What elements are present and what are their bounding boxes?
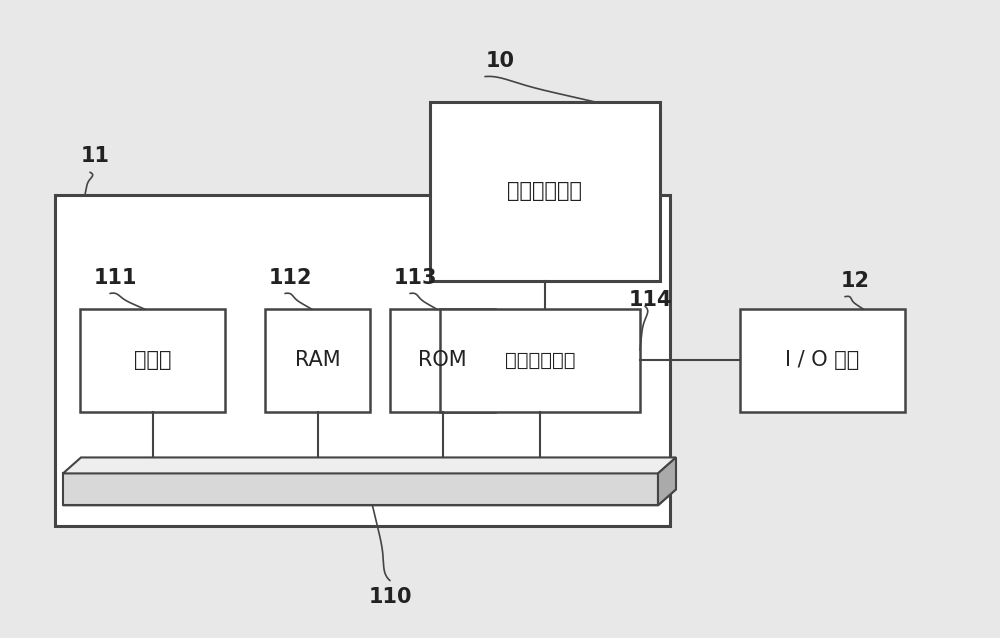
Bar <box>430 102 660 281</box>
Text: 112: 112 <box>268 267 312 288</box>
Bar <box>390 309 495 412</box>
Bar <box>265 309 370 412</box>
Text: I / O 装置: I / O 装置 <box>785 350 860 371</box>
Bar <box>740 309 905 412</box>
Text: 10: 10 <box>486 50 514 71</box>
Polygon shape <box>63 473 658 505</box>
Text: 12: 12 <box>840 271 870 291</box>
Text: 处理器: 处理器 <box>134 350 171 371</box>
Bar <box>440 309 640 412</box>
Text: 11: 11 <box>80 146 110 167</box>
Polygon shape <box>63 489 676 505</box>
Text: RAM: RAM <box>295 350 340 371</box>
Text: 114: 114 <box>628 290 672 310</box>
Polygon shape <box>63 457 676 473</box>
Text: 内存储存装置: 内存储存装置 <box>508 181 582 202</box>
Bar <box>80 309 225 412</box>
Text: 113: 113 <box>393 267 437 288</box>
Polygon shape <box>658 457 676 505</box>
Text: 110: 110 <box>368 586 412 607</box>
Text: ROM: ROM <box>418 350 467 371</box>
Bar <box>55 195 670 526</box>
Text: 111: 111 <box>93 267 137 288</box>
Text: 数据传输接口: 数据传输接口 <box>505 351 575 370</box>
